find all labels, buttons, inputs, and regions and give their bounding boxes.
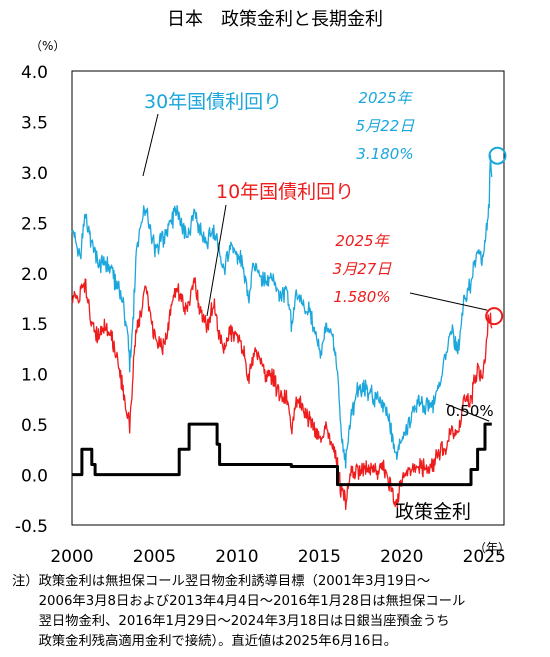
y-tick-label: 3.5 [21, 113, 48, 133]
series-line [72, 422, 492, 487]
y-axis-unit: （%） [30, 39, 65, 53]
label-30y-yield: 30年国債利回り [144, 91, 282, 113]
label-policy-value: 0.50% [446, 402, 494, 420]
footnote-line-2: 2006年3月8日および2013年4月4日～2016年1月28日は無担保コール [12, 594, 466, 609]
y-tick-labels: 4.0 3.5 3.0 2.5 2.0 1.5 1.0 0.5 0.0 -0.5 [15, 63, 48, 537]
chart: 日本 政策金利と長期金利 （%） （年） 4.0 3.5 3.0 2.5 2.0 1.5 1… [15, 9, 510, 567]
plot-area-frame [71, 70, 505, 526]
marker-10y-line2: 3月27日 [333, 260, 393, 278]
y-tick-label: -0.5 [15, 517, 48, 537]
series-layer [71, 154, 493, 511]
x-axis-unit: （年） [474, 541, 510, 555]
x-tick-label: 2010 [215, 547, 258, 567]
y-tick-label: 1.0 [21, 366, 48, 386]
series-line [71, 154, 493, 469]
marker-30y-line2: 5月22日 [356, 117, 416, 135]
marker-30y-line1: 2025年 [358, 89, 413, 107]
marker-10y-line3: 1.580% [333, 288, 390, 306]
footnote-line-3: 翌日物金利、2016年1月29日～2024年3月18日は日銀当座預金うち [12, 614, 450, 629]
x-tick-labels: 2000 2005 2010 2015 2020 2025 [50, 547, 505, 567]
series-line [71, 277, 493, 511]
footnote-line-4: 政策金利残高適用金利で接続）。直近値は2025年6月16日。 [12, 634, 397, 649]
leader-10y-marker [409, 292, 488, 311]
y-tick-label: 0.0 [21, 467, 48, 487]
y-tick-label: 3.0 [21, 164, 48, 184]
y-tick-label: 2.0 [21, 265, 48, 285]
label-policy-rate: 政策金利 [395, 501, 471, 523]
y-tick-label: 2.5 [21, 214, 48, 234]
marker-30y-line3: 3.180% [356, 145, 413, 163]
y-tick-label: 0.5 [21, 416, 48, 436]
marker-30y-circle [488, 146, 507, 165]
x-tick-label: 2000 [50, 547, 93, 567]
x-tick-label: 2015 [298, 547, 341, 567]
marker-10y-line1: 2025年 [335, 232, 390, 250]
y-tick-label: 1.5 [21, 315, 48, 335]
footnote-line-1: 注）政策金利は無担保コール翌日物金利誘導目標（2001年3月19日～ [12, 574, 431, 589]
y-tick-label: 4.0 [21, 63, 48, 83]
leader-policy-value [445, 403, 490, 422]
label-10y-yield: 10年国債利回り [216, 181, 354, 203]
x-tick-label: 2025 [463, 547, 506, 567]
leader-10y [206, 204, 227, 317]
marker-10y-circle [485, 307, 504, 326]
chart-title: 日本 政策金利と長期金利 [167, 9, 383, 30]
footnote: 注）政策金利は無担保コール翌日物金利誘導目標（2001年3月19日～ 2006年… [12, 572, 544, 652]
leader-30y [142, 113, 159, 177]
x-tick-label: 2020 [380, 547, 423, 567]
x-tick-label: 2005 [133, 547, 176, 567]
